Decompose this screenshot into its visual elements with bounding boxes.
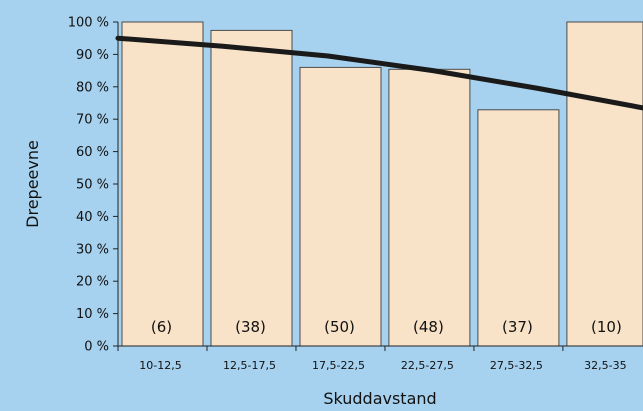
bar-2 xyxy=(299,66,382,347)
count-label-4: (37) xyxy=(502,318,533,336)
y-tick-label-1: 10 % xyxy=(76,307,109,322)
trend-group xyxy=(115,35,643,111)
y-tick-label-3: 30 % xyxy=(76,242,109,257)
x-tick-label-2: 17,5-22,5 xyxy=(312,359,365,372)
y-tick-label-2: 20 % xyxy=(76,275,109,290)
bar-1 xyxy=(210,29,293,347)
y-tick-label-6: 60 % xyxy=(76,145,109,160)
count-label-2: (50) xyxy=(324,318,355,336)
bar-3 xyxy=(388,68,471,347)
count-label-5: (10) xyxy=(591,318,622,336)
x-tick-label-5: 32,5-35 xyxy=(584,359,626,372)
count-label-0: (6) xyxy=(151,318,172,336)
y-tick-label-8: 80 % xyxy=(76,80,109,95)
count-label-3: (48) xyxy=(413,318,444,336)
y-tick-label-10: 100 % xyxy=(68,16,109,31)
x-tick-label-0: 10-12,5 xyxy=(139,359,181,372)
x-tick-label-1: 12,5-17,5 xyxy=(223,359,276,372)
x-tick-label-3: 22,5-27,5 xyxy=(401,359,454,372)
y-tick-label-7: 70 % xyxy=(76,113,109,128)
count-labels-group: (6) (38) (50) (48) (37) (10) xyxy=(151,318,622,336)
y-tick-label-9: 90 % xyxy=(76,48,109,63)
trend-line xyxy=(115,35,643,111)
y-axis-title: Drepeevne xyxy=(23,140,42,228)
x-axis-title: Skuddavstand xyxy=(323,389,436,408)
bars-group xyxy=(121,21,643,347)
bar-5 xyxy=(566,21,643,347)
y-tick-label-0: 0 % xyxy=(84,340,109,355)
axes-group: 10-12,5 12,5-17,5 17,5-22,5 22,5-27,5 27,5-3… xyxy=(68,16,643,372)
count-label-1: (38) xyxy=(235,318,266,336)
y-tick-label-5: 50 % xyxy=(76,178,109,193)
y-tick-label-4: 40 % xyxy=(76,210,109,225)
bar-0 xyxy=(121,21,204,347)
bar-4 xyxy=(477,109,560,347)
x-tick-label-4: 27,5-32,5 xyxy=(490,359,543,372)
